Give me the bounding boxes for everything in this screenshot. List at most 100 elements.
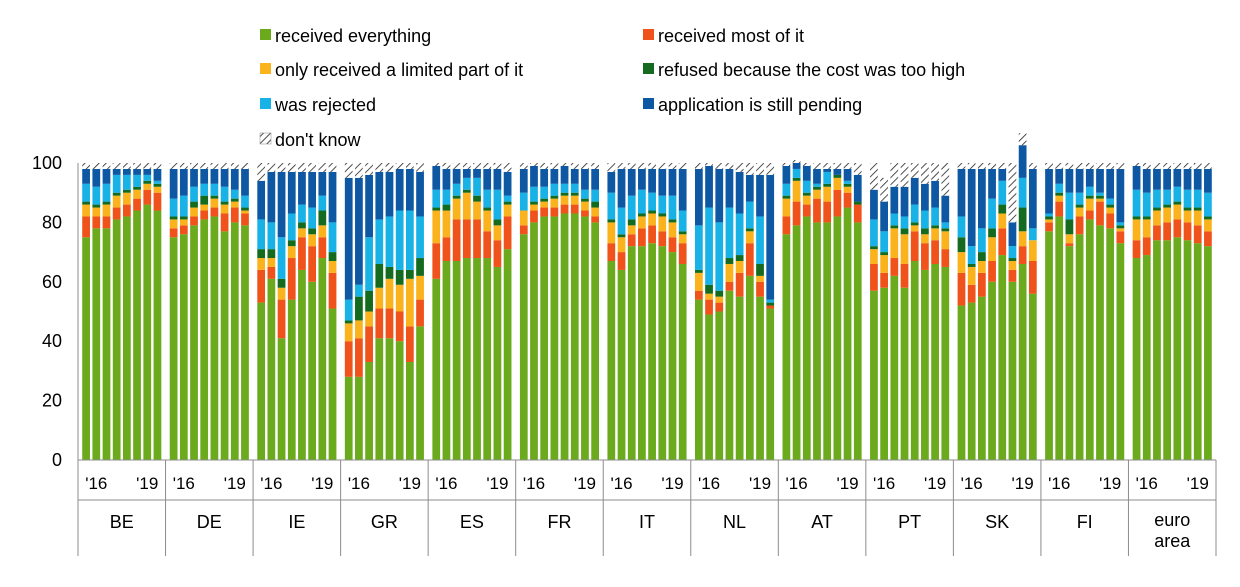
bar-segment-pending bbox=[941, 195, 950, 223]
bar-segment-dont-know bbox=[365, 163, 373, 175]
bar-segment-dont-know bbox=[308, 163, 317, 172]
bar-segment-rx-all bbox=[921, 269, 929, 460]
bar-segment-rx-limited bbox=[530, 204, 538, 211]
bar-segment-rx-limited bbox=[1193, 210, 1202, 226]
bar-segment-dont-know bbox=[1183, 163, 1192, 169]
bar-segment-rx-limited bbox=[967, 266, 976, 285]
bar-segment-rejected bbox=[1183, 189, 1192, 208]
bar-segment-rx-all bbox=[1018, 263, 1027, 460]
bar-segment-rx-most bbox=[694, 290, 703, 300]
bar-segment-pending bbox=[452, 168, 461, 184]
bar-segment-pending bbox=[179, 168, 188, 196]
bar-segment-rx-most bbox=[241, 213, 249, 226]
bar-segment-rx-all bbox=[931, 263, 939, 460]
bar-segment-dont-know bbox=[344, 163, 353, 178]
bar-segment-rx-all bbox=[658, 246, 667, 460]
bar-segment-rx-most bbox=[941, 249, 950, 267]
stacked-bar bbox=[112, 163, 121, 460]
stacked-bar bbox=[92, 163, 101, 460]
bar-segment-rx-most bbox=[617, 252, 626, 270]
bar-segment-dont-know bbox=[519, 163, 528, 169]
stacked-bar bbox=[416, 163, 424, 460]
stacked-bar bbox=[988, 163, 996, 460]
bar-segment-rx-limited bbox=[910, 225, 919, 232]
bar-segment-pending bbox=[977, 168, 986, 229]
bar-segment-pending bbox=[1132, 165, 1141, 190]
bar-segment-dont-know bbox=[957, 163, 966, 169]
bar-segment-rx-most bbox=[365, 326, 373, 362]
bar-segment-pending bbox=[833, 168, 842, 175]
x-year-label: '19 bbox=[1099, 474, 1121, 493]
bar-segment-dont-know bbox=[1106, 163, 1115, 169]
stacked-bar bbox=[833, 163, 842, 460]
bar-segment-rx-limited bbox=[880, 255, 889, 273]
bar-segment-rx-most bbox=[230, 207, 239, 223]
bar-segment-rejected bbox=[957, 216, 966, 238]
bar-segment-rx-limited bbox=[267, 258, 276, 267]
bar-segment-dont-know bbox=[678, 163, 687, 169]
bar-segment-rx-all bbox=[200, 219, 209, 460]
bar-segment-rejected bbox=[493, 189, 502, 220]
legend-label: only received a limited part of it bbox=[275, 60, 523, 80]
bar-segment-dont-know bbox=[550, 163, 559, 169]
bar-segment-rx-most bbox=[813, 198, 821, 223]
bar-segment-pending bbox=[1096, 168, 1104, 193]
bar-segment-rx-limited bbox=[257, 258, 266, 270]
bar-segment-pending bbox=[678, 168, 687, 211]
stacked-bar bbox=[122, 163, 131, 460]
bar-segment-rx-most bbox=[82, 216, 90, 238]
bar-segment-pending bbox=[921, 183, 929, 211]
bar-segment-rx-all bbox=[694, 299, 703, 460]
bar-segment-rx-most bbox=[344, 341, 353, 377]
x-year-label: '16 bbox=[348, 474, 370, 493]
bar-segment-refused-cost bbox=[627, 219, 636, 226]
bar-segment-rx-limited bbox=[190, 207, 198, 217]
stacked-bar bbox=[1163, 163, 1172, 460]
bar-segment-rx-all bbox=[988, 281, 996, 460]
bar-segment-pending bbox=[1163, 168, 1172, 190]
stacked-bar bbox=[715, 163, 724, 460]
bar-group-de bbox=[169, 163, 249, 460]
x-year-label: '19 bbox=[836, 474, 858, 493]
bar-segment-rejected bbox=[395, 210, 404, 270]
bar-segment-pending bbox=[483, 168, 492, 190]
stacked-bar bbox=[570, 163, 579, 460]
bar-segment-rx-most bbox=[1153, 225, 1161, 241]
bar-segment-refused-cost bbox=[200, 195, 209, 205]
bar-segment-pending bbox=[519, 168, 528, 193]
stacked-bar bbox=[395, 163, 404, 460]
bar-segment-rejected bbox=[1193, 189, 1202, 208]
stacked-bar bbox=[1085, 163, 1094, 460]
bar-segment-rx-all bbox=[900, 287, 909, 460]
bar-segment-dont-know bbox=[931, 163, 939, 181]
bar-segment-pending bbox=[277, 171, 286, 238]
bar-segment-rx-all bbox=[92, 228, 101, 460]
bar-segment-rx-most bbox=[668, 237, 677, 253]
bar-segment-rx-all bbox=[766, 308, 775, 460]
bar-segment-rx-all bbox=[1132, 258, 1141, 460]
bar-segment-refused-cost bbox=[792, 177, 801, 181]
bar-segment-pending bbox=[298, 171, 306, 205]
bar-segment-pending bbox=[627, 168, 636, 196]
bar-segment-rx-limited bbox=[308, 234, 317, 247]
bar-segment-rx-all bbox=[328, 308, 337, 460]
bar-segment-rx-limited bbox=[591, 207, 600, 217]
bar-segment-rx-limited bbox=[931, 228, 939, 241]
bar-segment-rx-all bbox=[102, 228, 111, 460]
bar-segment-pending bbox=[493, 168, 502, 190]
bar-segment-dont-know bbox=[452, 163, 461, 169]
bar-segment-rx-all bbox=[1008, 281, 1017, 460]
bar-segment-rx-all bbox=[1065, 246, 1074, 460]
bar-segment-dont-know bbox=[169, 163, 178, 169]
stacked-bar bbox=[385, 163, 394, 460]
bar-segment-rejected bbox=[880, 231, 889, 253]
bar-segment-refused-cost bbox=[143, 180, 152, 184]
bar-segment-rejected bbox=[375, 219, 384, 264]
bar-segment-dont-know bbox=[267, 163, 276, 172]
legend-item-refused-cost: refused because the cost was too high bbox=[643, 60, 965, 80]
bar-segment-rx-limited bbox=[503, 204, 512, 217]
x-year-label: '19 bbox=[749, 474, 771, 493]
stacked-bar bbox=[607, 163, 616, 460]
bar-segment-pending bbox=[308, 171, 317, 208]
bar-segment-rx-all bbox=[1204, 246, 1212, 460]
